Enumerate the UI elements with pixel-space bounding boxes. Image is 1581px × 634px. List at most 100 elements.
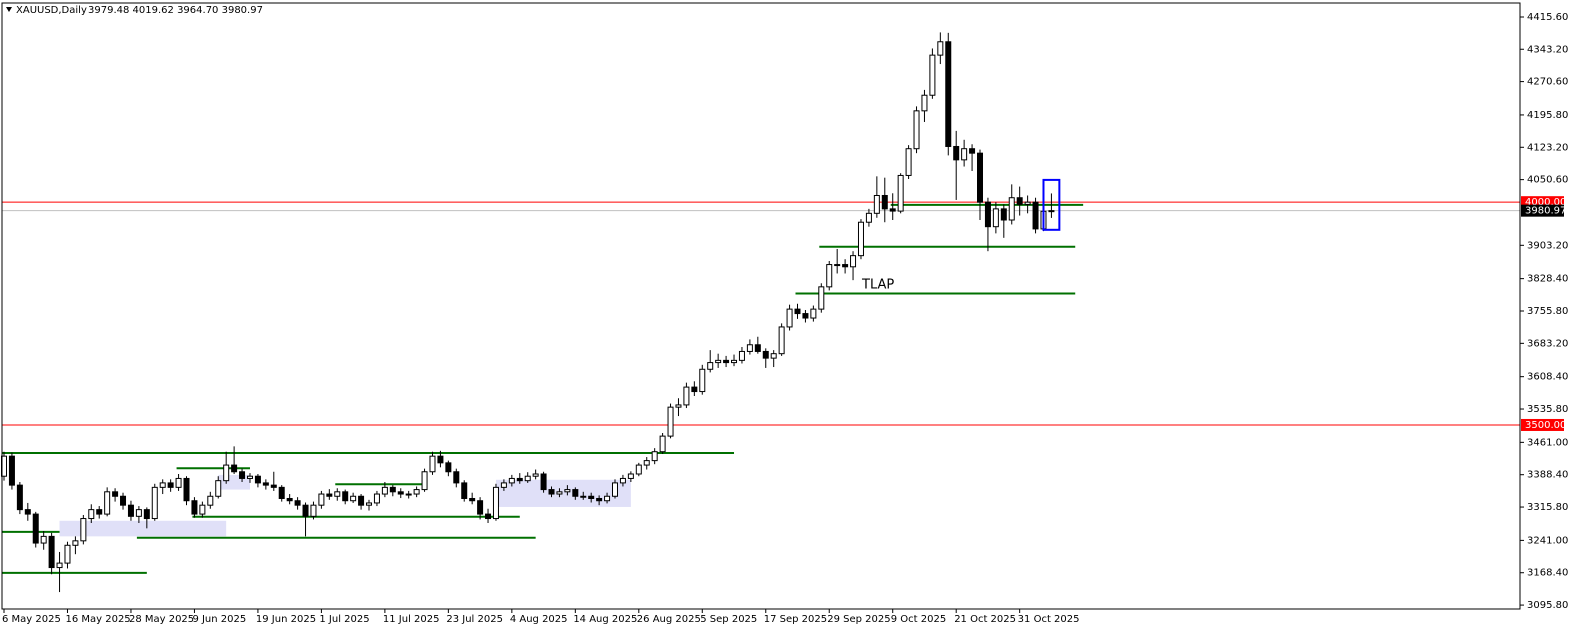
candle-body xyxy=(413,489,420,495)
candle-body xyxy=(16,484,23,511)
candle-body xyxy=(373,493,380,504)
y-tick-label: 3608.40 xyxy=(1527,372,1568,383)
candle-body xyxy=(120,495,127,506)
candle-body xyxy=(310,504,317,517)
candle-body xyxy=(842,264,849,268)
candle-body xyxy=(992,208,999,228)
x-tick-label: 6 May 2025 xyxy=(2,614,61,625)
candle-body xyxy=(802,313,809,319)
candle-body xyxy=(762,350,769,359)
y-tick-label: 4050.60 xyxy=(1527,175,1568,186)
zone xyxy=(59,520,227,537)
y-tick-label: 3095.80 xyxy=(1527,600,1568,611)
candle-body xyxy=(104,491,111,515)
candle-body xyxy=(588,495,595,499)
candle-body xyxy=(381,486,388,495)
candle-body xyxy=(691,386,698,393)
candle-body xyxy=(937,41,944,56)
y-tick-label: 3168.40 xyxy=(1527,568,1568,579)
candle-body xyxy=(358,495,365,506)
candle-body xyxy=(96,509,103,515)
candle-body xyxy=(239,471,246,479)
candle-body xyxy=(254,475,261,484)
x-tick-label: 16 May 2025 xyxy=(65,614,130,625)
candle-body xyxy=(350,495,357,502)
candle-body xyxy=(56,562,63,569)
candle-body xyxy=(984,201,991,228)
candle-body xyxy=(485,513,492,520)
candle-body xyxy=(453,471,460,484)
candle-body xyxy=(516,477,523,482)
candle-body xyxy=(159,482,166,488)
candle-body xyxy=(135,509,142,517)
x-tick-label: 9 Oct 2025 xyxy=(891,614,946,625)
candle-body xyxy=(175,477,182,488)
x-tick-label: 5 Sep 2025 xyxy=(700,614,757,625)
candle-body xyxy=(302,504,309,517)
ohlc-info: 3979.48 4019.62 3964.70 3980.97 xyxy=(88,5,263,16)
candle-body xyxy=(850,255,857,268)
candle-body xyxy=(199,504,206,515)
y-tick-label: 3683.20 xyxy=(1527,338,1568,349)
candle-body xyxy=(500,482,507,488)
candle-body xyxy=(556,491,563,495)
x-tick-label: 28 May 2025 xyxy=(129,614,194,625)
candle-body xyxy=(635,464,642,475)
candle-body xyxy=(969,148,976,154)
y-tick-label: 3461.00 xyxy=(1527,437,1568,448)
candle-body xyxy=(659,435,666,453)
x-tick-label: 21 Oct 2025 xyxy=(954,614,1016,625)
candle-body xyxy=(215,480,222,497)
candle-body xyxy=(1032,201,1039,230)
candle-body xyxy=(342,491,349,502)
price-label-box xyxy=(1521,204,1564,217)
candle-body xyxy=(1016,197,1023,205)
y-tick-label: 3315.80 xyxy=(1527,502,1568,513)
candle-body xyxy=(1000,208,1007,221)
candle-body xyxy=(611,482,618,497)
chart-title: XAUUSD,Daily xyxy=(16,5,87,16)
candle-body xyxy=(326,493,333,497)
candle-body xyxy=(24,509,31,515)
candle-body xyxy=(32,513,39,544)
candle-body xyxy=(246,475,253,479)
candle-body xyxy=(1048,210,1055,213)
candle-body xyxy=(913,110,920,150)
candle-body xyxy=(127,504,134,517)
candle-body xyxy=(397,491,404,495)
y-tick-label: 3755.80 xyxy=(1527,306,1568,317)
candle-body xyxy=(207,495,214,506)
x-tick-label: 19 Jun 2025 xyxy=(256,614,316,625)
candle-body xyxy=(794,308,801,315)
candle-body xyxy=(318,493,325,506)
candle-body xyxy=(231,464,238,473)
candle-body xyxy=(461,482,468,499)
candle-body xyxy=(72,540,79,546)
x-tick-label: 11 Jul 2025 xyxy=(383,614,440,625)
candle-body xyxy=(366,502,373,506)
candle-body xyxy=(778,326,785,355)
candle-body xyxy=(532,473,539,477)
y-tick-label: 4415.60 xyxy=(1527,12,1568,23)
candle-body xyxy=(675,404,682,408)
candle-body xyxy=(834,264,841,267)
menu-arrow xyxy=(6,7,12,12)
plot xyxy=(1,32,1520,593)
candle-body xyxy=(1024,201,1031,205)
zone xyxy=(218,474,250,490)
candle-body xyxy=(619,477,626,484)
candle-body xyxy=(699,368,706,393)
candle-body xyxy=(572,489,579,497)
candle-body xyxy=(754,344,761,352)
candle-body xyxy=(961,148,968,161)
price-label: 3500.00 xyxy=(1525,420,1566,431)
candle-body xyxy=(183,477,190,502)
candle-body xyxy=(64,544,71,564)
candle-body xyxy=(738,350,745,361)
candle-body xyxy=(286,497,293,502)
price-label: 4000.00 xyxy=(1525,197,1566,208)
candle-body xyxy=(334,491,341,497)
x-tick-label: 31 Oct 2025 xyxy=(1018,614,1080,625)
candle-body xyxy=(731,359,738,364)
